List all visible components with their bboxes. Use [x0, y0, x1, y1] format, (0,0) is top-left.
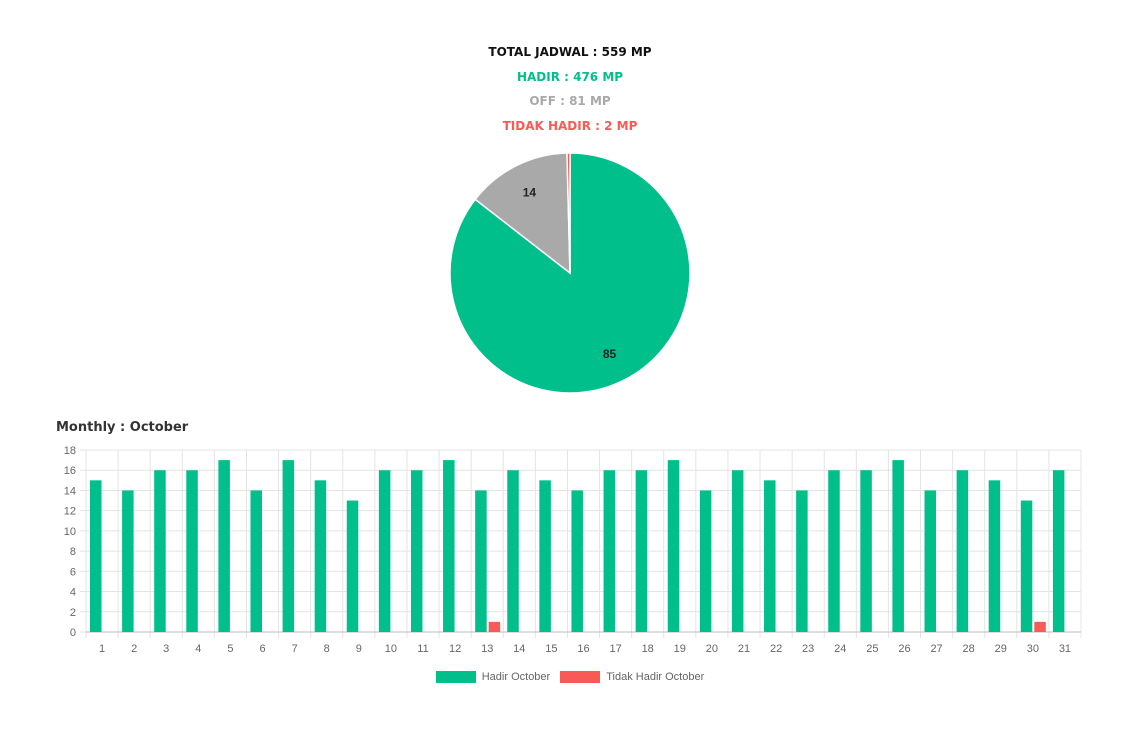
bar-hadir-20[interactable]: [699, 490, 712, 632]
legend-item-tidak-hadir[interactable]: Tidak Hadir October: [560, 671, 704, 683]
bar-hadir-6[interactable]: [250, 490, 262, 632]
legend-swatch-hadir: [435, 671, 476, 683]
bar-hadir-18[interactable]: [635, 470, 648, 632]
x-tick-label: 5: [227, 643, 233, 655]
x-tick-label: 4: [195, 643, 201, 655]
bar-hadir-15[interactable]: [539, 480, 551, 632]
x-tick-label: 30: [1027, 643, 1039, 655]
pie-data-label: 14: [523, 186, 537, 200]
legend-swatch-tidak-hadir: [560, 671, 601, 683]
legend-item-hadir[interactable]: Hadir October: [435, 671, 551, 683]
y-tick-label: 12: [64, 506, 76, 518]
bar-hadir-2[interactable]: [122, 490, 134, 632]
x-tick-label: 15: [545, 643, 557, 655]
x-tick-label: 7: [292, 643, 298, 655]
bar-hadir-4[interactable]: [186, 470, 198, 632]
x-tick-label: 13: [481, 643, 493, 655]
y-tick-label: 8: [70, 546, 76, 558]
x-tick-label: 16: [577, 643, 589, 655]
bar-hadir-12[interactable]: [443, 460, 455, 632]
bar-hadir-11[interactable]: [410, 470, 423, 632]
bar-hadir-16[interactable]: [571, 490, 583, 632]
x-tick-label: 11: [417, 643, 428, 655]
y-tick-label: 0: [70, 627, 76, 639]
x-tick-label: 3: [163, 643, 169, 655]
x-tick-label: 19: [674, 643, 686, 655]
x-tick-label: 22: [770, 643, 782, 655]
summary-hadir: HADIR : 476 MP: [516, 70, 624, 84]
bar-tidak-hadir-13[interactable]: [488, 621, 501, 632]
bar-hadir-13[interactable]: [475, 490, 487, 632]
monthly-title: Monthly : October: [56, 420, 189, 435]
bar-tidak-hadir-30[interactable]: [1034, 621, 1046, 632]
legend-label-hadir: Hadir October: [481, 671, 551, 683]
x-tick-label: 8: [324, 643, 330, 655]
y-tick-label: 18: [64, 445, 76, 457]
y-tick-label: 4: [70, 587, 76, 599]
pie-slice-tidak-hadir[interactable]: [566, 152, 571, 274]
bar-hadir-5[interactable]: [218, 460, 230, 632]
bar-hadir-3[interactable]: [154, 470, 166, 632]
x-tick-label: 18: [642, 643, 654, 655]
summary-total: TOTAL JADWAL : 559 MP: [488, 45, 652, 59]
bar-hadir-8[interactable]: [314, 480, 327, 632]
x-tick-label: 31: [1059, 643, 1071, 655]
x-tick-label: 25: [866, 643, 878, 655]
x-tick-label: 10: [385, 643, 397, 655]
legend-label-tidak-hadir: Tidak Hadir October: [606, 671, 705, 683]
bar-hadir-1[interactable]: [90, 480, 102, 632]
pie-slice-off[interactable]: [474, 152, 571, 275]
pie-data-label: 85: [603, 347, 617, 361]
bar-hadir-22[interactable]: [764, 480, 776, 632]
bar-hadir-7[interactable]: [282, 460, 295, 632]
bar-hadir-24[interactable]: [828, 470, 840, 632]
summary-tidak-hadir: TIDAK HADIR : 2 MP: [502, 119, 638, 133]
bar-hadir-29[interactable]: [988, 480, 1001, 632]
y-tick-label: 10: [64, 526, 76, 538]
bar-hadir-23[interactable]: [796, 490, 808, 632]
summary-off: OFF : 81 MP: [529, 94, 611, 108]
x-tick-label: 17: [609, 643, 621, 655]
bar-hadir-28[interactable]: [956, 470, 969, 632]
attendance-pie-chart: 85 14: [449, 152, 691, 394]
x-tick-label: 1: [99, 643, 105, 655]
bar-legend: Hadir October Tidak Hadir October: [0, 671, 1140, 683]
x-tick-label: 6: [259, 643, 265, 655]
y-tick-label: 2: [70, 607, 76, 619]
x-tick-label: 20: [706, 643, 718, 655]
bar-hadir-21[interactable]: [731, 470, 744, 632]
bar-hadir-25[interactable]: [860, 470, 872, 632]
bar-hadir-27[interactable]: [924, 490, 937, 632]
bar-hadir-10[interactable]: [378, 470, 391, 632]
y-tick-label: 14: [64, 485, 76, 497]
bar-hadir-30[interactable]: [1020, 500, 1033, 632]
bar-hadir-9[interactable]: [346, 500, 359, 632]
bar-hadir-14[interactable]: [507, 470, 519, 632]
bar-hadir-19[interactable]: [667, 460, 680, 632]
x-tick-label: 23: [802, 643, 814, 655]
bar-hadir-17[interactable]: [603, 470, 616, 632]
bar-hadir-31[interactable]: [1052, 470, 1065, 632]
y-tick-label: 6: [70, 566, 76, 578]
x-tick-label: 12: [449, 643, 461, 655]
x-tick-label: 24: [834, 643, 846, 655]
y-tick-label: 16: [64, 465, 76, 477]
x-tick-label: 9: [356, 643, 362, 655]
x-tick-label: 26: [898, 643, 910, 655]
x-tick-label: 27: [930, 643, 942, 655]
x-tick-label: 28: [963, 643, 975, 655]
x-tick-label: 29: [995, 643, 1007, 655]
x-tick-label: 14: [513, 643, 525, 655]
bar-hadir-26[interactable]: [892, 460, 904, 632]
x-tick-label: 21: [738, 643, 750, 655]
x-tick-label: 2: [131, 643, 137, 655]
